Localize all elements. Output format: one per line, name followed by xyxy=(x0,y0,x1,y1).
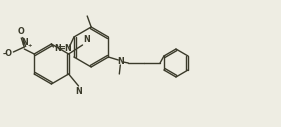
Text: N: N xyxy=(64,44,71,53)
Text: N: N xyxy=(83,35,90,44)
Text: N: N xyxy=(54,44,61,53)
Text: N: N xyxy=(21,38,28,47)
Text: +: + xyxy=(27,43,32,48)
Text: N: N xyxy=(117,58,124,67)
Text: =: = xyxy=(58,44,66,53)
Text: -O: -O xyxy=(2,49,12,58)
Text: O: O xyxy=(18,27,25,36)
Text: N: N xyxy=(75,87,82,96)
